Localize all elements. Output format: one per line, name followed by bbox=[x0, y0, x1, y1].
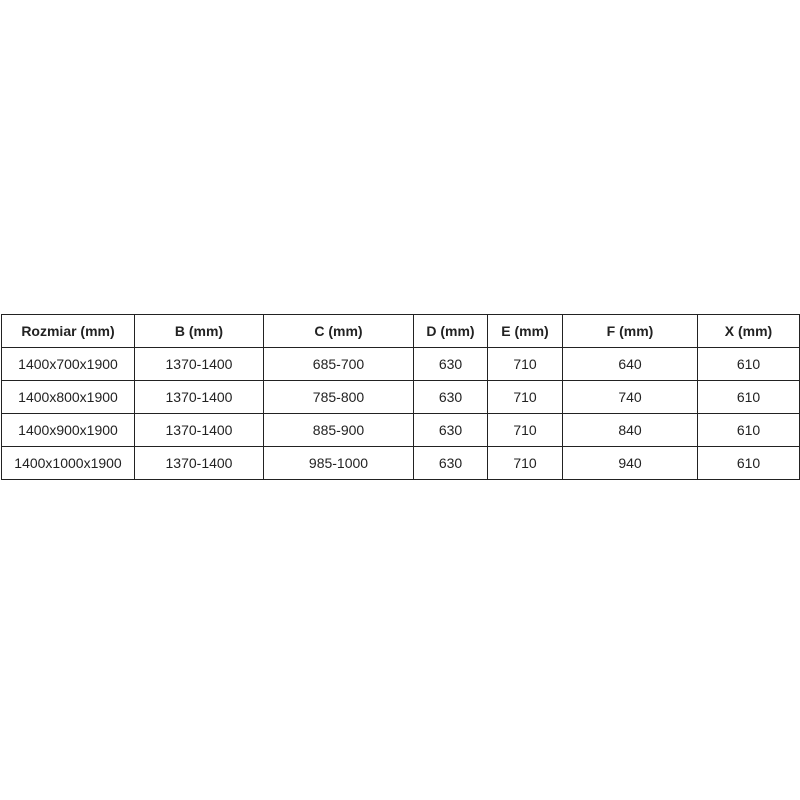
table-cell: 740 bbox=[562, 380, 698, 414]
table-cell: 885-900 bbox=[263, 413, 414, 447]
table-cell: 1370-1400 bbox=[134, 413, 264, 447]
table-cell: 610 bbox=[697, 413, 800, 447]
table-cell: 710 bbox=[487, 347, 563, 381]
table-cell: 640 bbox=[562, 347, 698, 381]
table-row: 1400x900x1900 1370-1400 885-900 630 710 840 61… bbox=[1, 413, 800, 447]
table-cell: 1370-1400 bbox=[134, 380, 264, 414]
table-cell: 1400x800x1900 bbox=[1, 380, 135, 414]
column-header: E (mm) bbox=[487, 314, 563, 348]
table-cell: 710 bbox=[487, 446, 563, 480]
table-cell: 785-800 bbox=[263, 380, 414, 414]
table-row: 1400x1000x1900 1370-1400 985-1000 630 710 940… bbox=[1, 446, 800, 480]
column-header: D (mm) bbox=[413, 314, 488, 348]
column-header: B (mm) bbox=[134, 314, 264, 348]
column-header: C (mm) bbox=[263, 314, 414, 348]
table-row: 1400x800x1900 1370-1400 785-800 630 710 740 61… bbox=[1, 380, 800, 414]
table-cell: 1400x900x1900 bbox=[1, 413, 135, 447]
table-cell: 610 bbox=[697, 347, 800, 381]
table-cell: 940 bbox=[562, 446, 698, 480]
column-header: F (mm) bbox=[562, 314, 698, 348]
table-cell: 630 bbox=[413, 347, 488, 381]
table-cell: 1370-1400 bbox=[134, 446, 264, 480]
table-cell: 710 bbox=[487, 380, 563, 414]
table-cell: 1400x1000x1900 bbox=[1, 446, 135, 480]
table-cell: 630 bbox=[413, 413, 488, 447]
table-cell: 630 bbox=[413, 446, 488, 480]
table-cell: 710 bbox=[487, 413, 563, 447]
header-row: Rozmiar (mm) B (mm) C (mm) D (mm) E (mm) F (m… bbox=[1, 314, 800, 348]
column-header: X (mm) bbox=[697, 314, 800, 348]
table-cell: 610 bbox=[697, 380, 800, 414]
dimensions-table: Rozmiar (mm) B (mm) C (mm) D (mm) E (mm) F (m… bbox=[1, 314, 800, 480]
table-cell: 985-1000 bbox=[263, 446, 414, 480]
table-row: 1400x700x1900 1370-1400 685-700 630 710 640 61… bbox=[1, 347, 800, 381]
table-cell: 685-700 bbox=[263, 347, 414, 381]
table-cell: 840 bbox=[562, 413, 698, 447]
table-cell: 1370-1400 bbox=[134, 347, 264, 381]
table-cell: 630 bbox=[413, 380, 488, 414]
table-cell: 610 bbox=[697, 446, 800, 480]
table-cell: 1400x700x1900 bbox=[1, 347, 135, 381]
column-header: Rozmiar (mm) bbox=[1, 314, 135, 348]
